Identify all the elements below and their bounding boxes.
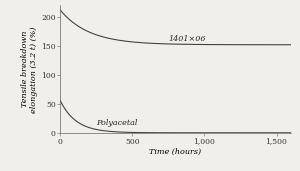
X-axis label: Time (hours): Time (hours) [149,148,202,156]
Y-axis label: Tensile breakdown
elongation (3.2 t) (%): Tensile breakdown elongation (3.2 t) (%) [21,26,38,113]
Text: 1401×06: 1401×06 [168,35,206,43]
Text: Polyacetal: Polyacetal [96,119,137,127]
